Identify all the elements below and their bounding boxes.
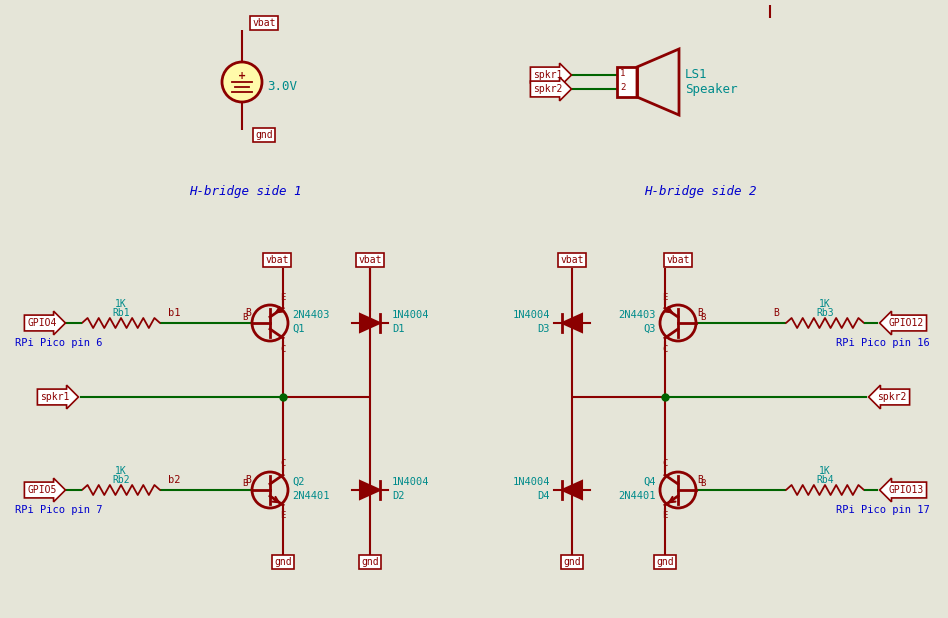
Polygon shape: [562, 481, 582, 499]
Text: 1: 1: [620, 69, 626, 78]
Text: GPIO12: GPIO12: [888, 318, 923, 328]
Text: B: B: [700, 480, 705, 488]
Text: gnd: gnd: [656, 557, 674, 567]
Text: Q2: Q2: [292, 477, 304, 487]
Text: spkr2: spkr2: [877, 392, 906, 402]
Text: 1N4004: 1N4004: [513, 310, 550, 320]
Text: b2: b2: [168, 475, 180, 485]
Text: vbat: vbat: [265, 255, 289, 265]
Text: E: E: [281, 292, 285, 302]
Text: RPi Pico pin 17: RPi Pico pin 17: [836, 505, 930, 515]
Text: 1N4004: 1N4004: [513, 477, 550, 487]
Text: vbat: vbat: [560, 255, 584, 265]
Text: RPi Pico pin 7: RPi Pico pin 7: [15, 505, 102, 515]
Text: B: B: [246, 308, 251, 318]
Text: 2N4401: 2N4401: [618, 491, 656, 501]
Text: b1: b1: [168, 308, 180, 318]
Text: 1K: 1K: [115, 466, 127, 476]
Text: vbat: vbat: [252, 18, 276, 28]
Text: D4: D4: [538, 491, 550, 501]
Text: 1N4004: 1N4004: [392, 310, 429, 320]
Bar: [617, 67, 637, 97]
Text: E: E: [663, 512, 667, 520]
Text: 1N4004: 1N4004: [392, 477, 429, 487]
Text: gnd: gnd: [361, 557, 379, 567]
Text: 3.0V: 3.0V: [267, 80, 297, 93]
Text: B: B: [243, 480, 248, 488]
Text: GPIO4: GPIO4: [27, 318, 57, 328]
Text: gnd: gnd: [563, 557, 581, 567]
Text: RPi Pico pin 6: RPi Pico pin 6: [15, 338, 102, 348]
Text: Rb2: Rb2: [112, 475, 130, 485]
Text: H-bridge side 1: H-bridge side 1: [189, 185, 301, 198]
Text: Rb3: Rb3: [816, 308, 834, 318]
Text: spkr1: spkr1: [41, 392, 70, 402]
Text: B: B: [773, 308, 779, 318]
Text: GPIO5: GPIO5: [27, 485, 57, 495]
Text: gnd: gnd: [274, 557, 292, 567]
Text: B: B: [246, 475, 251, 485]
Text: GPIO13: GPIO13: [888, 485, 923, 495]
Text: 2: 2: [620, 83, 626, 93]
Text: B: B: [697, 308, 702, 318]
Polygon shape: [360, 481, 380, 499]
Text: D3: D3: [538, 324, 550, 334]
Text: E: E: [281, 512, 285, 520]
Text: vbat: vbat: [358, 255, 382, 265]
Text: Q3: Q3: [644, 324, 656, 334]
Text: spkr2: spkr2: [534, 84, 563, 94]
Text: 1K: 1K: [819, 466, 830, 476]
Text: Rb1: Rb1: [112, 308, 130, 318]
Text: 2N4403: 2N4403: [618, 310, 656, 320]
Text: 2N4403: 2N4403: [292, 310, 330, 320]
Text: Q4: Q4: [644, 477, 656, 487]
Text: 1K: 1K: [115, 299, 127, 309]
Text: +: +: [238, 71, 246, 81]
Text: vbat: vbat: [666, 255, 690, 265]
Text: H-bridge side 2: H-bridge side 2: [644, 185, 757, 198]
Text: C: C: [281, 344, 285, 353]
Text: 2N4401: 2N4401: [292, 491, 330, 501]
Text: 1K: 1K: [819, 299, 830, 309]
Polygon shape: [562, 314, 582, 332]
Polygon shape: [360, 314, 380, 332]
Text: D2: D2: [392, 491, 405, 501]
Text: B: B: [697, 475, 702, 485]
Text: B: B: [700, 313, 705, 321]
Text: RPi Pico pin 16: RPi Pico pin 16: [836, 338, 930, 348]
Text: B: B: [243, 313, 248, 321]
Text: C: C: [281, 460, 285, 468]
Circle shape: [222, 62, 262, 102]
Text: spkr1: spkr1: [534, 70, 563, 80]
Text: D1: D1: [392, 324, 405, 334]
Text: Speaker: Speaker: [685, 82, 738, 96]
Text: C: C: [663, 344, 667, 353]
Text: gnd: gnd: [255, 130, 273, 140]
Text: Rb4: Rb4: [816, 475, 834, 485]
Text: LS1: LS1: [685, 69, 707, 82]
Text: C: C: [663, 460, 667, 468]
Text: Q1: Q1: [292, 324, 304, 334]
Text: E: E: [663, 292, 667, 302]
